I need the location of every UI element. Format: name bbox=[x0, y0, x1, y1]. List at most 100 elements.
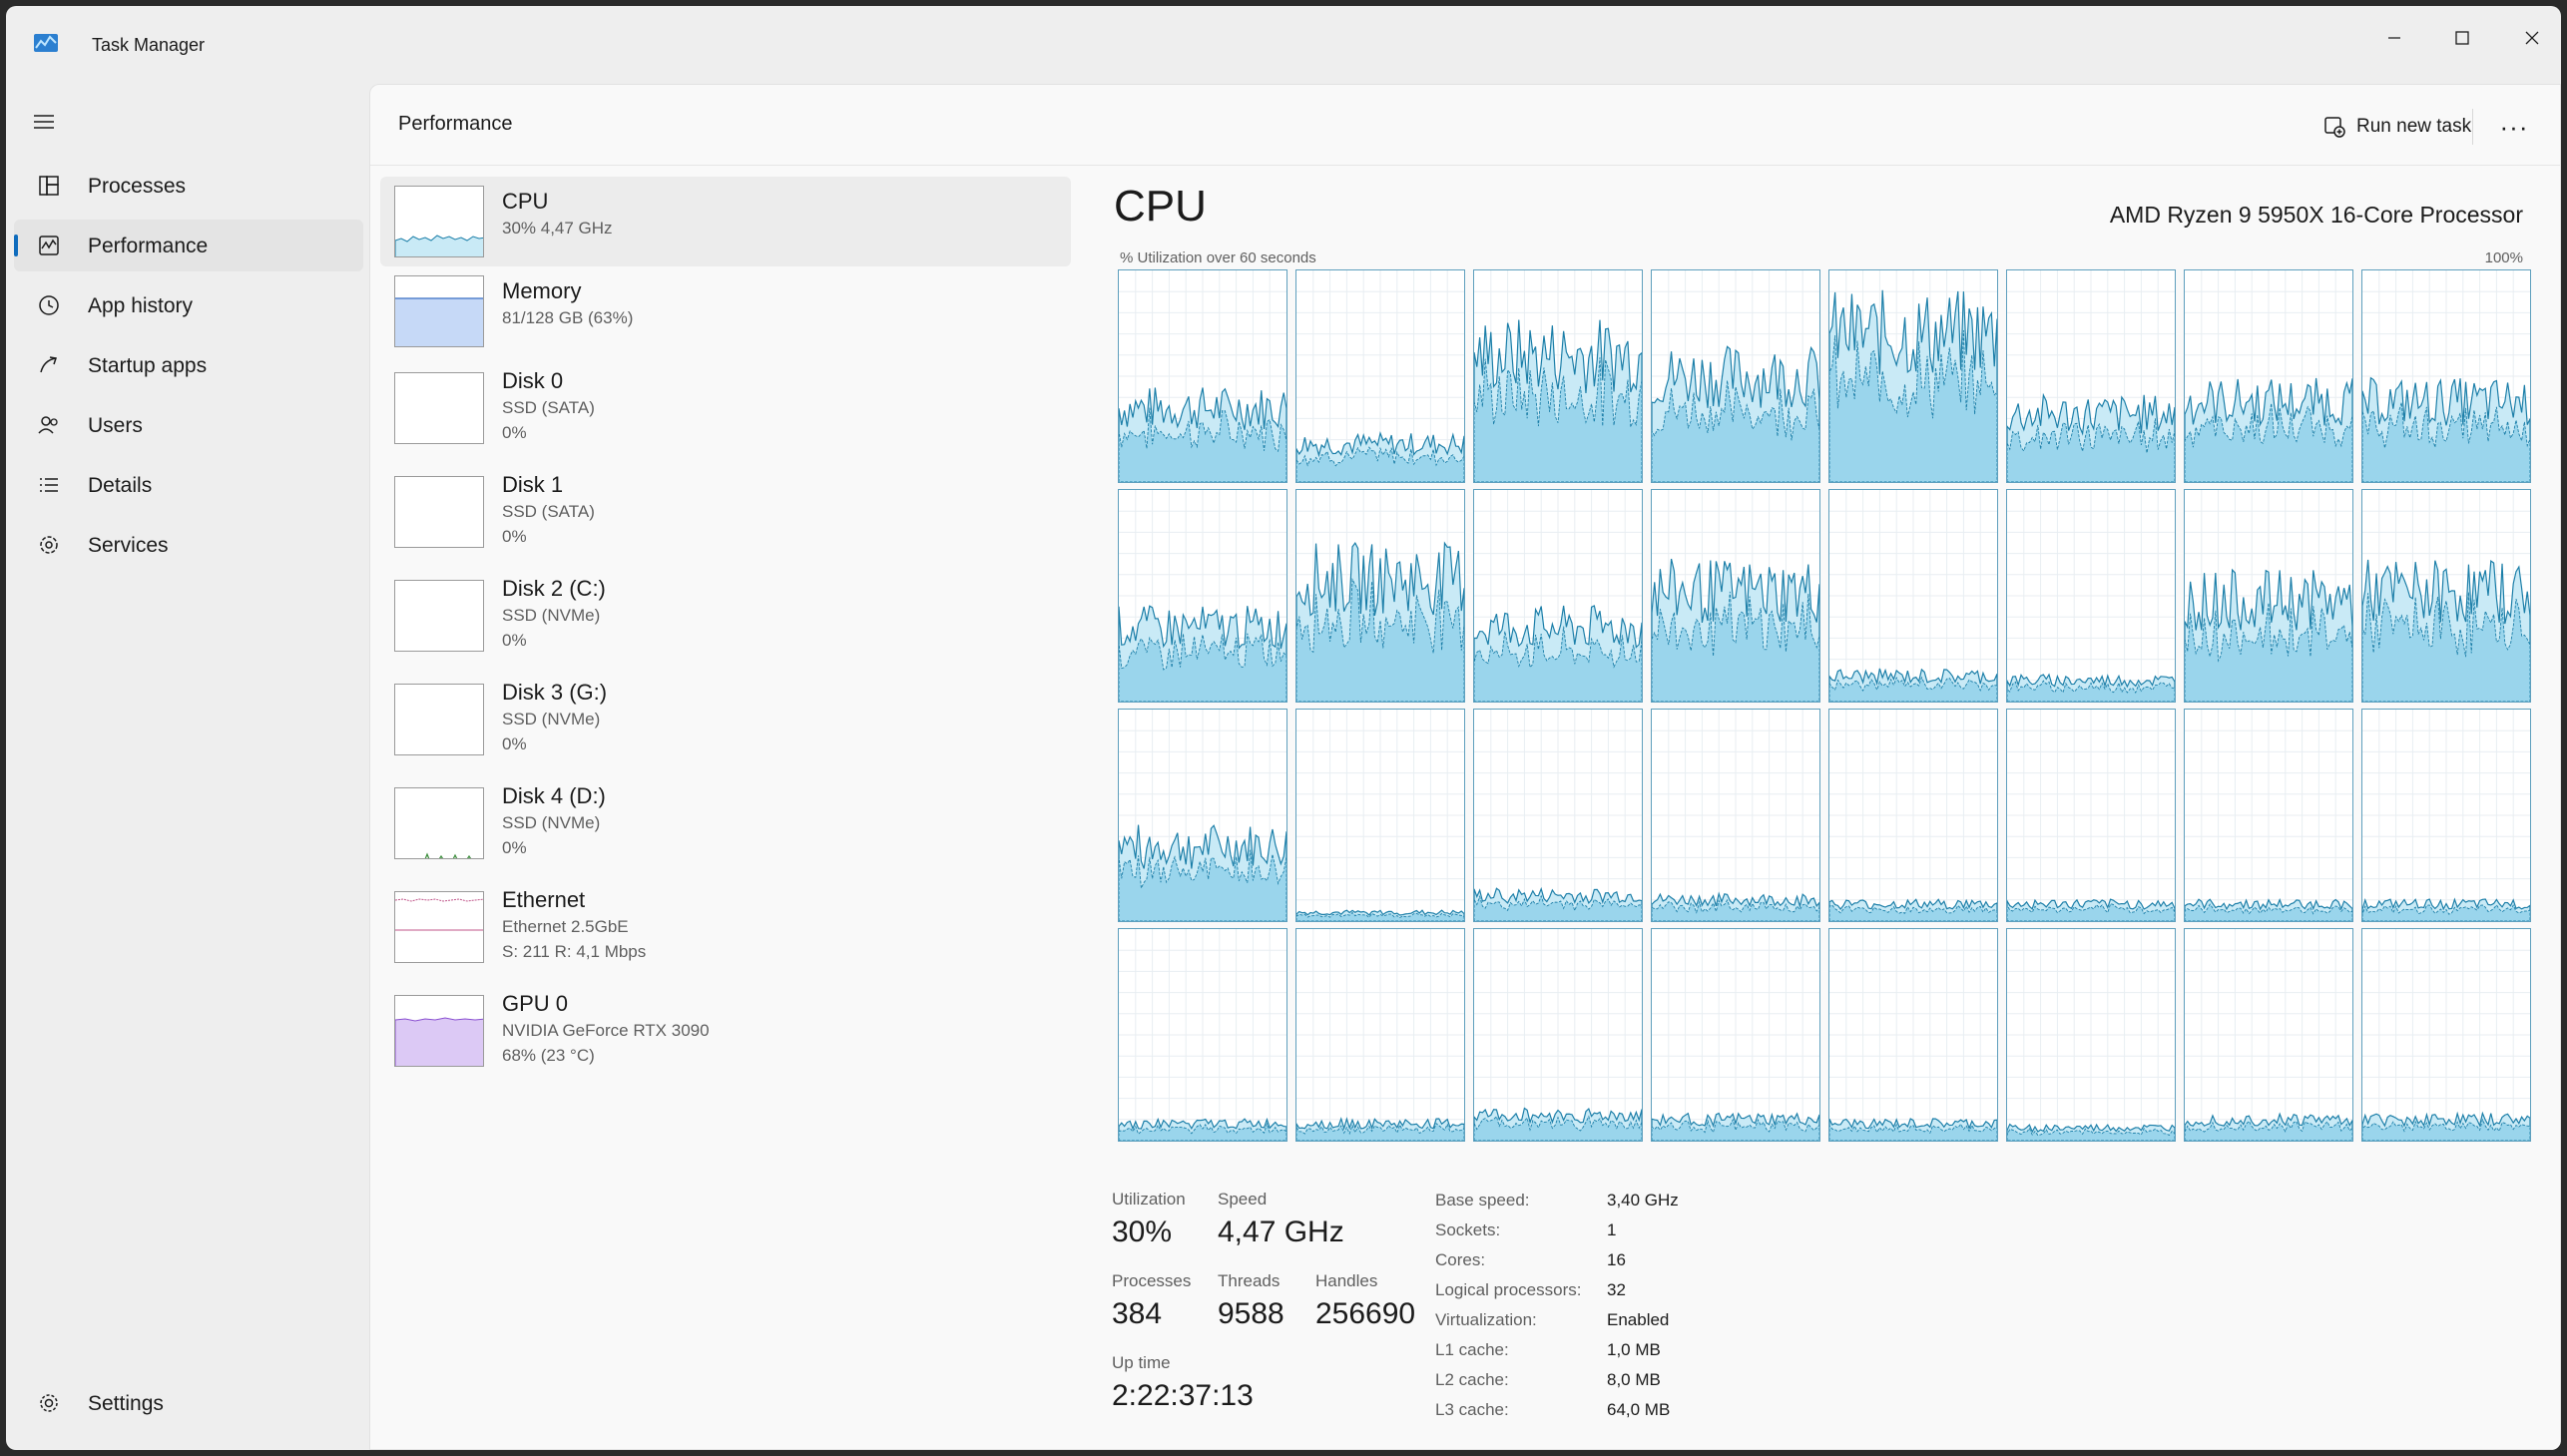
users-icon bbox=[38, 416, 58, 434]
header-divider bbox=[2472, 109, 2473, 145]
cpu-core-graph bbox=[2361, 709, 2531, 922]
app-history-icon bbox=[39, 295, 59, 315]
page-title: Performance bbox=[398, 113, 513, 135]
spec-value: 16 bbox=[1607, 1250, 1626, 1269]
resource-memory[interactable]: Memory 81/128 GB (63%) bbox=[380, 266, 1071, 356]
spec-label: Sockets: bbox=[1435, 1220, 1501, 1239]
cpu-core-graph bbox=[2184, 709, 2353, 922]
cpu-core-graph bbox=[2361, 928, 2531, 1142]
services-icon bbox=[40, 536, 58, 554]
sidebar-item-label: App history bbox=[88, 294, 194, 317]
cpu-core-graph bbox=[1118, 928, 1287, 1142]
maximize-icon bbox=[2455, 31, 2469, 45]
resource-ethernet[interactable]: Ethernet Ethernet 2.5GbE S: 211 R: 4,1 M… bbox=[380, 875, 1071, 979]
threads-value: 9588 bbox=[1218, 1297, 1284, 1330]
sidebar-item-users[interactable]: Users bbox=[14, 399, 363, 451]
sidebar-item-app-history[interactable]: App history bbox=[14, 279, 363, 331]
resource-cpu[interactable]: CPU 30% 4,47 GHz bbox=[380, 177, 1071, 266]
title-bar: Task Manager bbox=[6, 6, 2561, 82]
resource-value: 0% bbox=[502, 631, 527, 650]
gpu-0-thumbnail bbox=[394, 995, 484, 1067]
utilization-value: 30% bbox=[1112, 1215, 1173, 1248]
task-manager-window: Task Manager Processes Performance App h… bbox=[6, 6, 2561, 1450]
spec-label: Virtualization: bbox=[1435, 1310, 1537, 1329]
sidebar-item-label: Details bbox=[88, 474, 153, 497]
sidebar-item-settings[interactable]: Settings bbox=[14, 1377, 363, 1429]
resource-disk-0[interactable]: Disk 0 SSD (SATA) 0% bbox=[380, 356, 1071, 460]
spec-label: Base speed: bbox=[1435, 1191, 1530, 1210]
run-new-task-label: Run new task bbox=[2356, 116, 2472, 137]
processes-icon bbox=[39, 176, 59, 196]
resource-name: Ethernet bbox=[502, 887, 586, 912]
cpu-core-graph bbox=[2184, 928, 2353, 1142]
resource-detail: SSD (SATA) bbox=[502, 398, 595, 417]
threads-label: Threads bbox=[1218, 1271, 1281, 1290]
sidebar-item-startup-apps[interactable]: Startup apps bbox=[14, 339, 363, 391]
header-separator bbox=[370, 165, 2560, 166]
resource-detail: Ethernet 2.5GbE bbox=[502, 917, 629, 936]
resource-value: 0% bbox=[502, 423, 527, 442]
resource-name: Disk 4 (D:) bbox=[502, 783, 606, 808]
resource-disk-2[interactable]: Disk 2 (C:) SSD (NVMe) 0% bbox=[380, 564, 1071, 668]
cpu-core-graph bbox=[2006, 928, 2176, 1142]
spec-value: 32 bbox=[1607, 1280, 1626, 1299]
startup-apps-icon bbox=[40, 356, 57, 373]
uptime-label: Up time bbox=[1112, 1353, 1171, 1372]
sidebar-item-performance[interactable]: Performance bbox=[14, 220, 363, 271]
resource-disk-3[interactable]: Disk 3 (G:) SSD (NVMe) 0% bbox=[380, 668, 1071, 771]
sidebar-item-details[interactable]: Details bbox=[14, 459, 363, 511]
ethernet-thumbnail bbox=[394, 891, 484, 963]
speed-value: 4,47 GHz bbox=[1218, 1215, 1344, 1248]
resource-gpu-0[interactable]: GPU 0 NVIDIA GeForce RTX 3090 68% (23 °C… bbox=[380, 979, 1071, 1083]
spec-value: 1 bbox=[1607, 1220, 1617, 1239]
resource-name: Disk 2 (C:) bbox=[502, 576, 606, 601]
spec-label: L1 cache: bbox=[1435, 1340, 1509, 1359]
disk-2-thumbnail bbox=[394, 580, 484, 652]
disk-4-thumbnail bbox=[394, 787, 484, 859]
sidebar-item-label: Users bbox=[88, 414, 143, 437]
spec-label: Cores: bbox=[1435, 1250, 1486, 1269]
performance-icon bbox=[39, 236, 59, 255]
gear-icon bbox=[40, 1394, 58, 1412]
spec-value: 64,0 MB bbox=[1607, 1400, 1671, 1419]
cpu-thumbnail bbox=[394, 186, 484, 257]
cpu-core-graph bbox=[1651, 489, 1820, 703]
utilization-axis-label: % Utilization over 60 seconds bbox=[1120, 249, 1316, 266]
cpu-core-graph bbox=[1651, 269, 1820, 483]
sidebar-item-processes[interactable]: Processes bbox=[14, 160, 363, 212]
sidebar-item-services[interactable]: Services bbox=[14, 519, 363, 571]
cpu-core-graph bbox=[2184, 489, 2353, 703]
details-icon bbox=[40, 478, 58, 492]
resource-name: Disk 0 bbox=[502, 368, 564, 393]
resource-name: GPU 0 bbox=[502, 991, 569, 1016]
processes-value: 384 bbox=[1112, 1297, 1163, 1330]
resource-detail: 81/128 GB (63%) bbox=[502, 308, 634, 327]
maximize-button[interactable] bbox=[2433, 18, 2491, 58]
cpu-core-graph bbox=[1473, 269, 1643, 483]
cpu-core-graph bbox=[1473, 709, 1643, 922]
close-button[interactable] bbox=[2503, 18, 2561, 58]
spec-label: L2 cache: bbox=[1435, 1370, 1509, 1389]
hamburger-menu-icon[interactable] bbox=[30, 108, 58, 136]
cpu-core-graph bbox=[2361, 269, 2531, 483]
processes-label: Processes bbox=[1112, 1271, 1192, 1290]
resource-disk-1[interactable]: Disk 1 SSD (SATA) 0% bbox=[380, 460, 1071, 564]
resource-value: S: 211 R: 4,1 Mbps bbox=[502, 942, 647, 961]
cpu-heading: CPU bbox=[1114, 182, 1207, 231]
cpu-core-graph bbox=[2361, 489, 2531, 703]
run-new-task-button[interactable]: Run new task bbox=[2322, 107, 2471, 147]
run-new-task-icon bbox=[2324, 117, 2345, 138]
handles-label: Handles bbox=[1315, 1271, 1378, 1290]
minimize-button[interactable] bbox=[2365, 18, 2423, 58]
cpu-core-graph bbox=[2006, 709, 2176, 922]
resource-name: Disk 3 (G:) bbox=[502, 680, 608, 705]
spec-value: 8,0 MB bbox=[1607, 1370, 1661, 1389]
cpu-core-graph bbox=[1828, 489, 1998, 703]
disk-0-thumbnail bbox=[394, 372, 484, 444]
cpu-core-graph bbox=[1473, 489, 1643, 703]
utilization-axis-max: 100% bbox=[2484, 249, 2523, 266]
resource-detail: SSD (NVMe) bbox=[502, 813, 601, 832]
more-options-button[interactable]: ··· bbox=[2494, 109, 2534, 145]
resource-disk-4[interactable]: Disk 4 (D:) SSD (NVMe) 0% bbox=[380, 771, 1071, 875]
more-options-icon: ··· bbox=[2499, 111, 2529, 142]
